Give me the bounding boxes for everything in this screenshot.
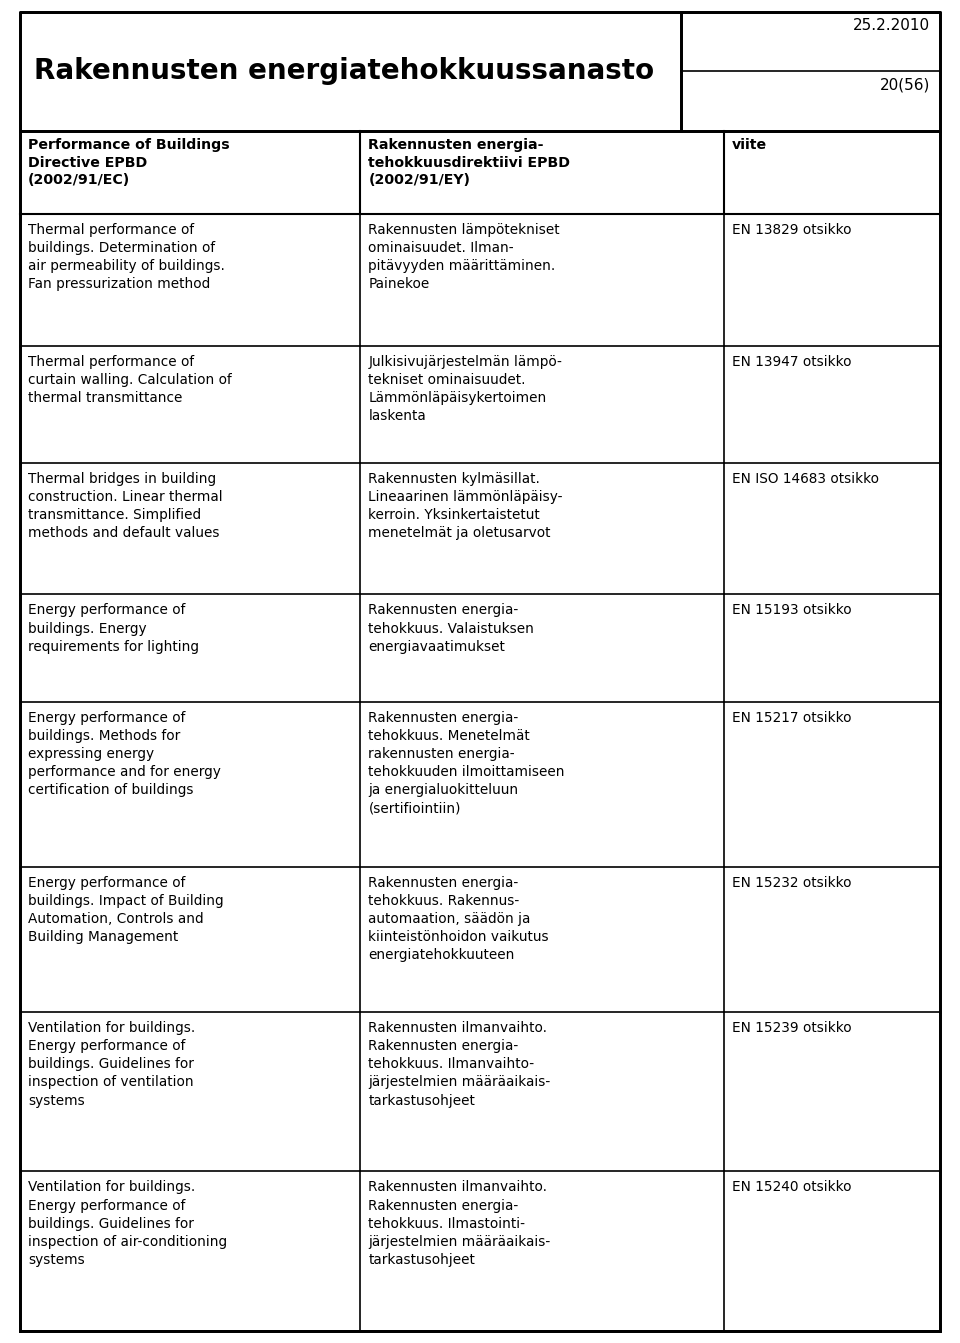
Text: Julkisivujärjestelmän lämpö-
tekniset ominaisuudet.
Lämmönläpäisykertoimen
laske: Julkisivujärjestelmän lämpö- tekniset om… <box>369 355 563 423</box>
Text: EN 13947 otsikko: EN 13947 otsikko <box>732 355 852 368</box>
Text: Rakennusten energia-
tehokkuus. Menetelmät
rakennusten energia-
tehokkuuden ilmo: Rakennusten energia- tehokkuus. Menetelm… <box>369 710 564 815</box>
Text: Thermal performance of
buildings. Determination of
air permeability of buildings: Thermal performance of buildings. Determ… <box>28 223 225 291</box>
Text: EN 15239 otsikko: EN 15239 otsikko <box>732 1021 852 1035</box>
Text: EN 15193 otsikko: EN 15193 otsikko <box>732 603 852 618</box>
Text: EN ISO 14683 otsikko: EN ISO 14683 otsikko <box>732 471 878 486</box>
Text: Rakennusten energiatehokkuussanasto: Rakennusten energiatehokkuussanasto <box>34 58 654 86</box>
Text: Rakennusten lämpötekniset
ominaisuudet. Ilman-
pitävyyden määrittäminen.
Paineko: Rakennusten lämpötekniset ominaisuudet. … <box>369 223 560 291</box>
Text: Energy performance of
buildings. Impact of Building
Automation, Controls and
Bui: Energy performance of buildings. Impact … <box>28 876 224 944</box>
Text: EN 15217 otsikko: EN 15217 otsikko <box>732 710 852 724</box>
Text: Energy performance of
buildings. Methods for
expressing energy
performance and f: Energy performance of buildings. Methods… <box>28 710 221 798</box>
Text: viite: viite <box>732 138 767 152</box>
Text: Rakennusten energia-
tehokkuus. Rakennus-
automaation, säädön ja
kiinteistönhoid: Rakennusten energia- tehokkuus. Rakennus… <box>369 876 549 963</box>
Text: Ventilation for buildings.
Energy performance of
buildings. Guidelines for
inspe: Ventilation for buildings. Energy perfor… <box>28 1180 228 1268</box>
Text: Ventilation for buildings.
Energy performance of
buildings. Guidelines for
inspe: Ventilation for buildings. Energy perfor… <box>28 1021 195 1108</box>
Text: Thermal performance of
curtain walling. Calculation of
thermal transmittance: Thermal performance of curtain walling. … <box>28 355 231 404</box>
Text: 20(56): 20(56) <box>879 78 930 93</box>
Text: Performance of Buildings
Directive EPBD
(2002/91/EC): Performance of Buildings Directive EPBD … <box>28 138 229 188</box>
Text: Energy performance of
buildings. Energy
requirements for lighting: Energy performance of buildings. Energy … <box>28 603 199 654</box>
Text: EN 13829 otsikko: EN 13829 otsikko <box>732 223 852 236</box>
Text: Rakennusten kylmäsillat.
Lineaarinen lämmönläpäisy-
kerroin. Yksinkertaistetut
m: Rakennusten kylmäsillat. Lineaarinen läm… <box>369 471 563 540</box>
Text: Rakennusten energia-
tehokkuusdirektiivi EPBD
(2002/91/EY): Rakennusten energia- tehokkuusdirektiivi… <box>369 138 570 188</box>
Text: Rakennusten energia-
tehokkuus. Valaistuksen
energiavaatimukset: Rakennusten energia- tehokkuus. Valaistu… <box>369 603 535 654</box>
Text: EN 15232 otsikko: EN 15232 otsikko <box>732 876 852 889</box>
Text: Thermal bridges in building
construction. Linear thermal
transmittance. Simplifi: Thermal bridges in building construction… <box>28 471 223 540</box>
Text: Rakennusten ilmanvaihto.
Rakennusten energia-
tehokkuus. Ilmastointi-
järjestelm: Rakennusten ilmanvaihto. Rakennusten ene… <box>369 1180 551 1268</box>
Text: Rakennusten ilmanvaihto.
Rakennusten energia-
tehokkuus. Ilmanvaihto-
järjestelm: Rakennusten ilmanvaihto. Rakennusten ene… <box>369 1021 551 1108</box>
Text: 25.2.2010: 25.2.2010 <box>852 17 930 34</box>
Text: EN 15240 otsikko: EN 15240 otsikko <box>732 1180 852 1194</box>
